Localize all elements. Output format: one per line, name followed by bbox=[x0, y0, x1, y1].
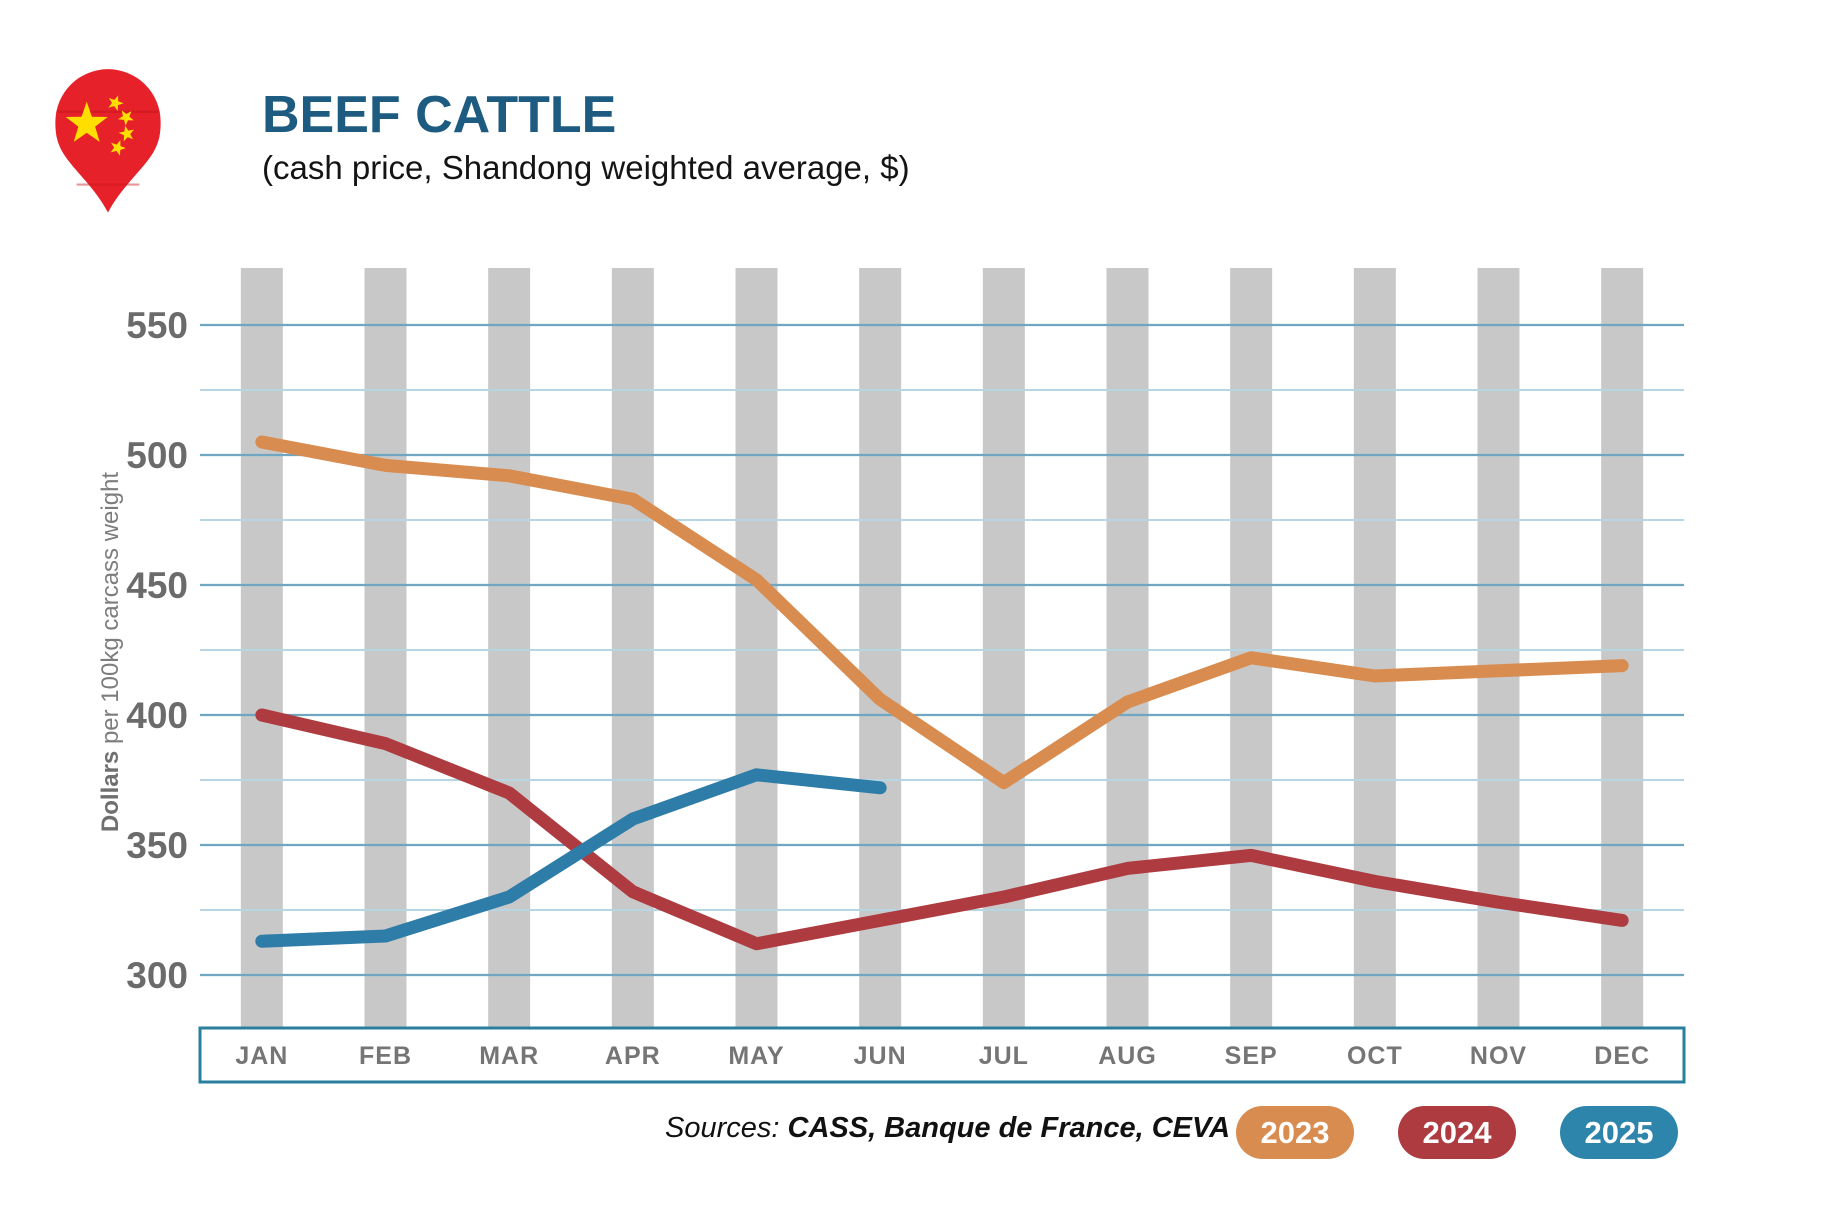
china-location-pin-icon bbox=[55, 69, 161, 213]
background-bar bbox=[1477, 268, 1520, 1028]
series-line-2023 bbox=[255, 435, 1629, 790]
legend-pill-2023: 2023 bbox=[1236, 1106, 1354, 1159]
background-bar bbox=[1106, 268, 1149, 1028]
month-label: JUL bbox=[979, 1042, 1029, 1070]
series-line-2024 bbox=[255, 708, 1629, 951]
legend-pill-2024: 2024 bbox=[1398, 1106, 1516, 1159]
page-title: BEEF CATTLE bbox=[262, 86, 617, 144]
china-flag-stars bbox=[65, 95, 134, 156]
month-label: NOV bbox=[1470, 1042, 1527, 1070]
y-tick-label: 300 bbox=[126, 955, 188, 996]
month-axis-box bbox=[198, 1026, 1686, 1084]
pin-flag-band bbox=[56, 110, 160, 113]
month-label: OCT bbox=[1347, 1042, 1403, 1070]
background-bar bbox=[488, 268, 531, 1028]
month-label: AUG bbox=[1098, 1042, 1157, 1070]
pin-body bbox=[55, 69, 161, 213]
page-subtitle: (cash price, Shandong weighted average, … bbox=[262, 148, 910, 186]
y-tick-label: 350 bbox=[126, 825, 188, 866]
y-tick-label: 400 bbox=[126, 695, 188, 736]
chart-legend: 2023 2024 2025 bbox=[1236, 1106, 1678, 1159]
month-label: MAR bbox=[479, 1042, 539, 1070]
background-bar bbox=[611, 268, 654, 1028]
y-tick-label: 450 bbox=[126, 565, 188, 606]
month-label: SEP bbox=[1225, 1042, 1278, 1070]
background-bar bbox=[859, 268, 902, 1028]
sources-value: CASS, Banque de France, CEVA bbox=[787, 1112, 1231, 1144]
sources-note: Sources: CASS, Banque de France, CEVA bbox=[665, 1112, 1230, 1145]
pin-bottom-band bbox=[76, 183, 140, 186]
month-label: JAN bbox=[235, 1042, 288, 1070]
background-bar bbox=[982, 268, 1025, 1028]
series-line-2025 bbox=[255, 768, 887, 948]
month-label: FEB bbox=[359, 1042, 412, 1070]
month-label: MAY bbox=[728, 1042, 784, 1070]
sources-label: Sources: bbox=[665, 1112, 788, 1144]
month-label: APR bbox=[605, 1042, 661, 1070]
background-bar bbox=[1230, 268, 1273, 1028]
background-bar bbox=[735, 268, 778, 1028]
y-tick-label: 550 bbox=[126, 305, 188, 346]
background-bar bbox=[240, 268, 283, 1028]
background-bar bbox=[1353, 268, 1396, 1028]
y-tick-label: 500 bbox=[126, 435, 188, 476]
month-label: JUN bbox=[854, 1042, 907, 1070]
background-bar bbox=[364, 268, 407, 1028]
month-label: DEC bbox=[1594, 1042, 1650, 1070]
title-block: BEEF CATTLE (cash price, Shandong weight… bbox=[262, 88, 910, 187]
background-bar bbox=[1601, 268, 1644, 1028]
legend-pill-2025: 2025 bbox=[1560, 1106, 1678, 1159]
